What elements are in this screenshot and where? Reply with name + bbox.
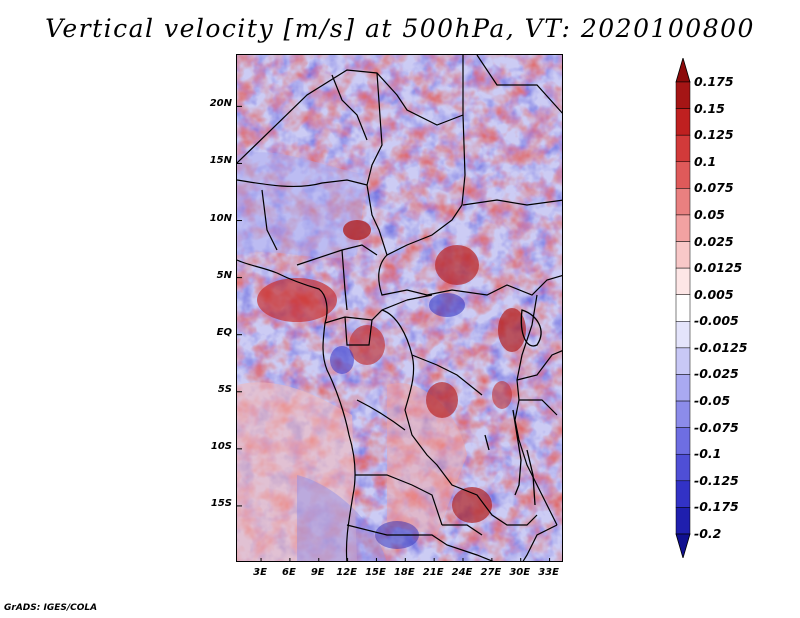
colorbar-box xyxy=(675,400,691,428)
colorbar-level-label: -0.175 xyxy=(694,499,739,515)
ocean-sinking-region xyxy=(237,382,357,561)
colorbar xyxy=(675,58,691,558)
sahel-rising-region xyxy=(237,152,367,258)
colorbar-level-label: 0.175 xyxy=(694,74,734,89)
lat-label: 15S xyxy=(210,497,232,509)
southern-rising-region xyxy=(297,475,387,561)
colorbar-level-label: 0.15 xyxy=(694,100,725,116)
colorbar-bottom-arrow xyxy=(675,533,691,558)
lat-label: 10S xyxy=(210,440,232,452)
colorbar-box xyxy=(675,374,691,402)
colorbar-level-label: -0.0125 xyxy=(694,339,748,355)
lat-label: 10N xyxy=(209,212,232,224)
country-borders xyxy=(237,55,562,561)
lon-label: 30E xyxy=(509,567,531,578)
colorbar-box xyxy=(675,480,691,508)
lon-label: 18E xyxy=(393,567,415,578)
colorbar-level-label: 0.075 xyxy=(694,180,734,196)
lon-label: 12E xyxy=(336,567,357,578)
lon-label: 24E xyxy=(451,567,473,578)
lat-label: 20N xyxy=(209,98,232,110)
colorbar-level-label: 0.1 xyxy=(694,153,717,169)
lat-label: 5N xyxy=(216,269,232,281)
colorbar-box xyxy=(675,161,691,189)
velocity-field xyxy=(237,55,562,561)
colorbar-level-label: 0.05 xyxy=(694,206,725,222)
colorbar-level-label: 0.125 xyxy=(694,127,734,143)
colorbar-box xyxy=(675,214,691,242)
colorbar-box xyxy=(675,188,691,216)
colorbar-level-label: -0.075 xyxy=(694,419,739,435)
lat-label: 15N xyxy=(209,155,232,167)
lat-label: 5S xyxy=(217,383,232,395)
lon-label: 9E xyxy=(310,567,325,578)
colorbar-level-label: 0.005 xyxy=(694,286,734,302)
colorbar-box xyxy=(675,453,691,482)
colorbar-box xyxy=(675,134,691,163)
colorbar-box xyxy=(675,427,691,455)
lon-label: 6E xyxy=(281,567,296,578)
lon-label: 3E xyxy=(253,567,267,578)
colorbar-box xyxy=(675,267,691,295)
colorbar-box xyxy=(675,241,691,269)
lon-label: 21E xyxy=(422,567,444,578)
colorbar-box xyxy=(675,108,691,136)
congo-sinking-region xyxy=(387,383,467,535)
colorbar-level-label: -0.005 xyxy=(694,313,739,329)
lon-label: 33E xyxy=(538,567,559,578)
colorbar-box xyxy=(675,81,691,109)
lakes xyxy=(484,309,542,506)
colorbar-box xyxy=(675,294,691,322)
colorbar-box xyxy=(675,321,691,349)
colorbar-top-arrow xyxy=(675,58,691,83)
colorbar-level-label: 0.025 xyxy=(694,233,734,249)
map-panel xyxy=(236,54,563,562)
credit-label: GrADS: IGES/COLA xyxy=(4,603,98,613)
lon-label: 27E xyxy=(480,567,502,578)
colorbar-level-label: -0.1 xyxy=(694,446,722,462)
lon-label: 15E xyxy=(365,567,386,578)
colorbar-level-label: 0.0125 xyxy=(694,260,743,276)
chart-title: Vertical velocity [m/s] at 500hPa, VT: 2… xyxy=(45,14,755,43)
colorbar-box xyxy=(675,507,691,535)
colorbar-level-label: -0.025 xyxy=(694,366,739,382)
lat-label: EQ xyxy=(216,326,232,338)
colorbar-box xyxy=(675,347,691,375)
colorbar-level-label: -0.125 xyxy=(694,472,739,488)
colorbar-level-label: -0.05 xyxy=(694,393,731,409)
colorbar-level-label: -0.2 xyxy=(694,526,722,541)
